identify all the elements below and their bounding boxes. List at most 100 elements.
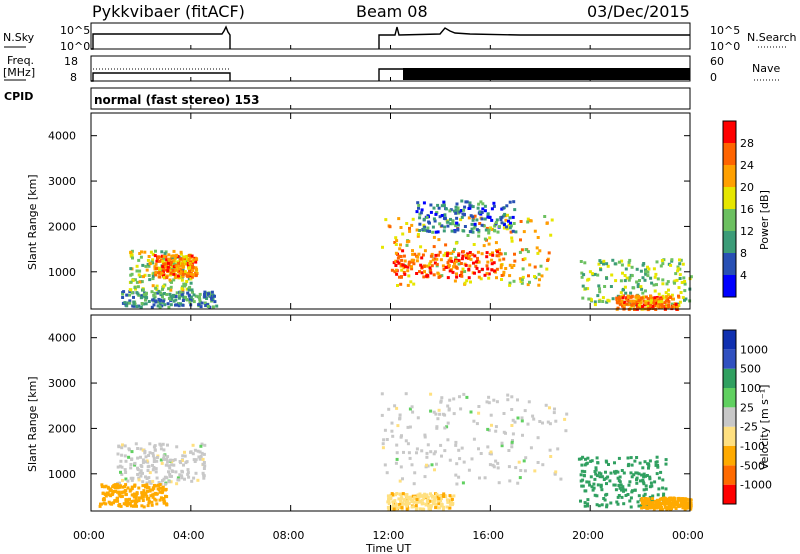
power-cell xyxy=(480,211,484,214)
power-cell xyxy=(508,226,512,230)
power-cell xyxy=(410,265,413,269)
velocity-cell xyxy=(116,496,119,500)
power-cell xyxy=(406,265,410,269)
power-cell xyxy=(448,269,452,273)
velocity-cell xyxy=(583,489,587,493)
power-cell xyxy=(533,275,536,278)
velocity-cell xyxy=(607,463,610,466)
power-cell xyxy=(511,215,515,219)
power-cell xyxy=(460,257,464,261)
power-cell xyxy=(460,209,464,212)
power-cell xyxy=(622,303,626,307)
power-cell xyxy=(178,272,182,276)
power-cell xyxy=(435,257,439,261)
velocity-cell xyxy=(579,499,582,503)
power-cell xyxy=(159,298,163,302)
power-cell xyxy=(187,277,191,281)
velocity-cell xyxy=(538,420,542,423)
power-cell xyxy=(177,267,181,271)
power-cell xyxy=(649,301,653,305)
velocity-cell xyxy=(430,463,434,467)
velocity-cell xyxy=(144,475,147,479)
power-cell xyxy=(416,234,420,238)
power-cell xyxy=(523,257,527,261)
velocity-cell xyxy=(656,464,660,467)
power-cell xyxy=(509,221,512,225)
power-cell xyxy=(526,250,530,254)
velocity-cell xyxy=(621,487,625,491)
power-cell xyxy=(402,270,406,274)
velocity-cell xyxy=(136,473,140,476)
velocity-cell xyxy=(661,502,665,505)
velocity-cell xyxy=(112,490,116,493)
velocity-cell xyxy=(622,502,626,506)
power-cell xyxy=(454,205,458,209)
velocity-cell xyxy=(640,473,644,477)
power-cell xyxy=(499,218,503,222)
power-cell xyxy=(677,294,680,298)
power-cell xyxy=(460,199,464,203)
power-cell xyxy=(162,254,166,258)
power-cell xyxy=(418,222,422,226)
power-cell xyxy=(398,247,402,251)
velocity-cell xyxy=(200,451,204,455)
colorbar-tick-label: 500 xyxy=(740,363,761,376)
velocity-cell xyxy=(123,468,127,472)
date-title: 03/Dec/2015 xyxy=(587,2,690,21)
velocity-cell xyxy=(552,411,556,415)
power-cell xyxy=(175,264,179,268)
power-cell xyxy=(411,217,415,221)
power-cell xyxy=(519,220,523,223)
power-cell xyxy=(676,267,680,271)
power-cell xyxy=(669,263,673,267)
power-cell xyxy=(640,296,644,300)
power-cell xyxy=(396,284,399,287)
velocity-cell xyxy=(396,424,400,428)
power-cell xyxy=(689,275,693,279)
power-cell xyxy=(145,268,149,272)
velocity-cell xyxy=(488,463,492,467)
power-cell xyxy=(133,286,137,289)
power-cell xyxy=(495,267,499,271)
velocity-cell xyxy=(116,490,120,494)
power-cell xyxy=(678,258,681,262)
power-cell xyxy=(422,217,426,221)
power-cell xyxy=(423,225,427,229)
velocity-cell xyxy=(579,457,583,461)
velocity-cell xyxy=(119,459,123,463)
power-cell xyxy=(527,274,530,278)
velocity-cell xyxy=(676,497,680,501)
power-cell xyxy=(533,229,537,233)
power-cell xyxy=(135,305,139,308)
velocity-cell xyxy=(650,484,654,488)
power-cell xyxy=(186,271,190,275)
velocity-cell xyxy=(147,496,151,500)
velocity-cell xyxy=(431,495,435,498)
velocity-cell xyxy=(619,483,623,487)
velocity-cell xyxy=(595,456,599,460)
power-cell xyxy=(545,221,549,225)
power-cell xyxy=(471,205,475,209)
power-cell xyxy=(655,283,658,287)
velocity-cell xyxy=(656,504,660,508)
power-cell xyxy=(520,248,524,252)
velocity-cell xyxy=(626,456,630,460)
velocity-cell xyxy=(395,492,399,495)
velocity-cell xyxy=(145,483,149,487)
velocity-cell xyxy=(180,469,184,473)
power-cell xyxy=(584,287,588,291)
power-cell xyxy=(579,260,583,263)
velocity-cell xyxy=(651,505,654,509)
power-cell xyxy=(638,279,641,282)
power-cell xyxy=(657,292,661,296)
velocity-cell xyxy=(202,467,206,470)
power-cell xyxy=(479,277,483,281)
velocity-cbar-label: Velocity [m s⁻¹] xyxy=(758,385,771,470)
power-cell xyxy=(636,285,640,289)
velocity-cell xyxy=(519,469,523,472)
velocity-cell xyxy=(399,497,403,500)
power-cell xyxy=(484,228,488,232)
velocity-cell xyxy=(620,495,624,499)
power-cell xyxy=(436,203,440,207)
power-cell xyxy=(412,282,416,286)
